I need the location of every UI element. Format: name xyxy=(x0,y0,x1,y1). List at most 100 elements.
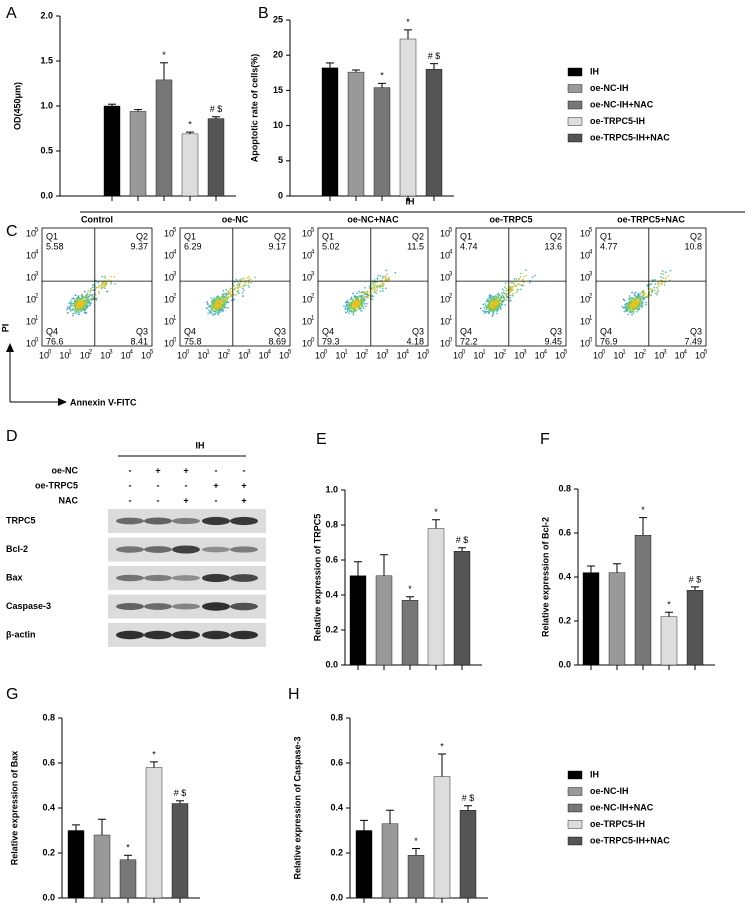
event-dot xyxy=(633,307,636,309)
event-dot xyxy=(213,297,215,299)
event-cloud xyxy=(480,269,536,317)
event-dot xyxy=(490,309,492,311)
event-dot xyxy=(662,273,665,275)
event-dot xyxy=(224,296,227,299)
event-dot xyxy=(354,309,356,312)
quadrant-name: Q2 xyxy=(274,231,286,241)
event-dot xyxy=(489,298,492,301)
event-dot xyxy=(217,301,219,303)
event-dot xyxy=(363,307,365,310)
event-dot xyxy=(505,299,508,301)
x-tick-base: 10 xyxy=(177,350,187,360)
event-dot xyxy=(356,295,359,298)
event-dot xyxy=(78,309,80,312)
event-dot xyxy=(238,283,240,285)
event-dot xyxy=(215,311,217,313)
event-dot xyxy=(216,304,218,306)
event-dot xyxy=(222,299,224,302)
event-dot xyxy=(364,287,366,289)
y-tick-exponent: 3 xyxy=(589,272,593,278)
quadrant-name: Q1 xyxy=(322,231,334,241)
event-dot xyxy=(630,302,633,304)
event-dot xyxy=(358,308,360,311)
event-cloud xyxy=(343,269,397,316)
event-dot xyxy=(213,306,216,308)
event-dot xyxy=(633,304,635,306)
quadrant-name: Q1 xyxy=(600,231,612,241)
event-dot xyxy=(496,312,498,314)
error-bar xyxy=(354,561,362,576)
event-dot xyxy=(346,305,348,307)
event-dot xyxy=(636,305,639,307)
x-tick-exponent: 5 xyxy=(288,350,292,356)
x-tick-exponent: 3 xyxy=(109,350,113,356)
event-dot xyxy=(510,300,512,302)
event-dot xyxy=(76,304,79,307)
panel-letter: H xyxy=(288,686,300,703)
event-dot xyxy=(484,305,487,307)
event-dot xyxy=(364,295,366,298)
event-dot xyxy=(633,299,635,301)
protein-label: TRPC5 xyxy=(6,515,36,525)
event-dot xyxy=(501,288,504,291)
event-dot xyxy=(515,291,518,294)
event-dot xyxy=(498,303,501,306)
event-dot xyxy=(218,304,220,306)
event-dot xyxy=(104,275,106,278)
event-dot xyxy=(243,289,245,292)
condition-sign: - xyxy=(215,495,218,505)
event-dot xyxy=(648,291,650,293)
event-dot xyxy=(489,308,491,310)
error-bar xyxy=(613,563,621,573)
event-dot xyxy=(501,291,503,294)
y-tick-label: 0.6 xyxy=(325,554,338,564)
event-dot xyxy=(69,300,72,302)
y-tick-base: 10 xyxy=(164,250,174,260)
event-dot xyxy=(84,311,87,314)
event-dot xyxy=(79,297,82,300)
event-dot xyxy=(483,310,486,312)
event-dot xyxy=(248,276,250,278)
event-dot xyxy=(72,297,75,299)
event-dot xyxy=(362,300,364,302)
event-dot xyxy=(499,300,501,302)
event-dot xyxy=(81,306,84,309)
condition-sign: - xyxy=(215,465,218,475)
event-dot xyxy=(348,309,350,312)
event-dot xyxy=(80,298,82,301)
event-dot xyxy=(87,290,90,292)
event-dot xyxy=(382,282,384,285)
event-dot xyxy=(247,282,250,284)
y-tick-base: 10 xyxy=(164,316,174,326)
event-dot xyxy=(510,282,512,284)
event-dot xyxy=(488,295,491,297)
event-dot xyxy=(351,303,353,306)
event-dot xyxy=(92,286,94,289)
x-tick-exponent: 5 xyxy=(150,350,154,356)
event-dot xyxy=(213,305,215,307)
event-dot xyxy=(349,304,351,306)
event-dot xyxy=(631,305,633,308)
x-tick-exponent: 1 xyxy=(206,350,210,356)
event-dot xyxy=(352,312,354,314)
event-dot xyxy=(357,303,359,306)
significance-label: # $ xyxy=(428,51,441,61)
condition-sign: - xyxy=(185,480,188,490)
event-dot xyxy=(223,293,225,295)
event-dot xyxy=(628,305,631,307)
y-tick-label: 5 xyxy=(278,155,283,165)
event-dot xyxy=(74,305,77,307)
event-dot xyxy=(365,293,368,295)
significance-label: # $ xyxy=(210,104,223,114)
event-dot xyxy=(486,300,488,303)
event-dot xyxy=(531,276,534,278)
event-dot xyxy=(376,287,378,289)
blot-band xyxy=(116,517,144,525)
y-axis-label: OD(450μm) xyxy=(12,82,22,130)
event-dot xyxy=(375,281,377,283)
event-dot xyxy=(85,312,88,314)
event-dot xyxy=(508,289,511,291)
event-dot xyxy=(214,298,217,300)
event-dot xyxy=(242,295,244,297)
event-dot xyxy=(350,302,353,305)
